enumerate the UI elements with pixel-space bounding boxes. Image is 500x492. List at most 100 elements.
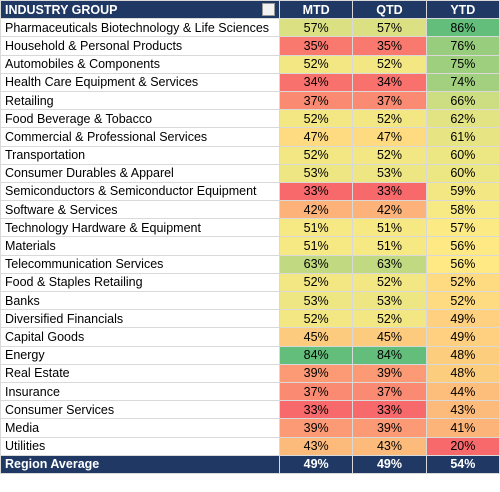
data-row: Health Care Equipment & Services 34% 34% 74… bbox=[0, 72, 500, 92]
value-cell: 42% bbox=[352, 200, 427, 220]
value-cell: 57% bbox=[352, 18, 427, 38]
value-cell: 66% bbox=[425, 90, 500, 111]
value-cell: 52% bbox=[352, 54, 427, 74]
value-cell: 45% bbox=[352, 327, 427, 347]
industry-name: Health Care Equipment & Services bbox=[0, 72, 280, 92]
value-cell: 33% bbox=[278, 181, 354, 202]
value-cell: 52% bbox=[352, 145, 427, 165]
industry-name: Utilities bbox=[0, 436, 280, 456]
value-cell: 56% bbox=[425, 236, 500, 256]
industry-name: Technology Hardware & Equipment bbox=[0, 218, 280, 238]
value-cell: 52% bbox=[425, 290, 500, 311]
value-cell: 42% bbox=[278, 200, 354, 220]
value-cell: 52% bbox=[278, 272, 354, 293]
value-cell: 39% bbox=[278, 363, 354, 383]
footer-row: Region Average 49% 49% 54% bbox=[0, 454, 500, 474]
value-cell: 43% bbox=[425, 400, 500, 420]
industry-name: Food & Staples Retailing bbox=[0, 272, 280, 293]
value-cell: 53% bbox=[352, 163, 427, 183]
data-row: Diversified Financials 52% 52% 49% bbox=[0, 309, 500, 329]
industry-name: Food Beverage & Tobacco bbox=[0, 109, 280, 129]
industry-name: Commercial & Professional Services bbox=[0, 127, 280, 147]
value-cell: 84% bbox=[278, 345, 354, 365]
data-row: Energy 84% 84% 48% bbox=[0, 345, 500, 365]
data-row: Consumer Services 33% 33% 43% bbox=[0, 400, 500, 420]
data-row: Banks 53% 53% 52% bbox=[0, 290, 500, 311]
industry-name: Transportation bbox=[0, 145, 280, 165]
value-cell: 86% bbox=[425, 18, 500, 38]
name-header: INDUSTRY GROUP bbox=[0, 0, 280, 20]
value-cell: 51% bbox=[352, 218, 427, 238]
value-cell: 49% bbox=[425, 327, 500, 347]
value-cell: 20% bbox=[425, 436, 500, 456]
value-cell: 63% bbox=[352, 254, 427, 274]
data-row: Technology Hardware & Equipment 51% 51% 57% bbox=[0, 218, 500, 238]
value-cell: 52% bbox=[352, 272, 427, 293]
industry-name: Real Estate bbox=[0, 363, 280, 383]
filter-button[interactable] bbox=[262, 3, 275, 16]
value-cell: 56% bbox=[425, 254, 500, 274]
value-cell: 45% bbox=[278, 327, 354, 347]
value-cell: 60% bbox=[425, 163, 500, 183]
data-row: Household & Personal Products 35% 35% 76% bbox=[0, 36, 500, 56]
industry-name: Capital Goods bbox=[0, 327, 280, 347]
value-cell: 35% bbox=[278, 36, 354, 56]
industry-name: Pharmaceuticals Biotechnology & Life Sci… bbox=[0, 18, 280, 38]
data-row: Pharmaceuticals Biotechnology & Life Sci… bbox=[0, 18, 500, 38]
value-cell: 34% bbox=[352, 72, 427, 92]
column-header: MTD bbox=[278, 0, 354, 20]
data-row: Automobiles & Components 52% 52% 75% bbox=[0, 54, 500, 74]
industry-name: Media bbox=[0, 418, 280, 438]
industry-table: INDUSTRY GROUP MTD QTD YTD Pharmaceuticals … bbox=[0, 0, 500, 474]
value-cell: 39% bbox=[352, 418, 427, 438]
industry-name: Semiconductors & Semiconductor Equipment bbox=[0, 181, 280, 202]
data-row: Retailing 37% 37% 66% bbox=[0, 90, 500, 111]
data-row: Telecommunication Services 63% 63% 56% bbox=[0, 254, 500, 274]
industry-name: Software & Services bbox=[0, 200, 280, 220]
data-row: Transportation 52% 52% 60% bbox=[0, 145, 500, 165]
data-row: Media 39% 39% 41% bbox=[0, 418, 500, 438]
value-cell: 49% bbox=[425, 309, 500, 329]
value-cell: 41% bbox=[425, 418, 500, 438]
value-cell: 52% bbox=[425, 272, 500, 293]
value-cell: 51% bbox=[278, 236, 354, 256]
value-cell: 60% bbox=[425, 145, 500, 165]
value-cell: 53% bbox=[278, 163, 354, 183]
data-row: Materials 51% 51% 56% bbox=[0, 236, 500, 256]
value-cell: 39% bbox=[352, 363, 427, 383]
value-cell: 53% bbox=[278, 290, 354, 311]
value-cell: 63% bbox=[278, 254, 354, 274]
data-row: Utilities 43% 43% 20% bbox=[0, 436, 500, 456]
industry-name: Telecommunication Services bbox=[0, 254, 280, 274]
value-cell: 52% bbox=[352, 309, 427, 329]
average-cell: 54% bbox=[425, 454, 500, 474]
industry-name: Diversified Financials bbox=[0, 309, 280, 329]
value-cell: 52% bbox=[278, 145, 354, 165]
data-row: Consumer Durables & Apparel 53% 53% 60% bbox=[0, 163, 500, 183]
value-cell: 39% bbox=[278, 418, 354, 438]
value-cell: 47% bbox=[278, 127, 354, 147]
industry-name: Energy bbox=[0, 345, 280, 365]
value-cell: 75% bbox=[425, 54, 500, 74]
data-row: Software & Services 42% 42% 58% bbox=[0, 200, 500, 220]
footer-label: Region Average bbox=[0, 454, 280, 474]
value-cell: 33% bbox=[352, 181, 427, 202]
value-cell: 37% bbox=[352, 381, 427, 402]
value-cell: 84% bbox=[352, 345, 427, 365]
value-cell: 43% bbox=[352, 436, 427, 456]
value-cell: 33% bbox=[352, 400, 427, 420]
industry-name: Automobiles & Components bbox=[0, 54, 280, 74]
value-cell: 52% bbox=[278, 109, 354, 129]
data-row: Semiconductors & Semiconductor Equipment… bbox=[0, 181, 500, 202]
value-cell: 35% bbox=[352, 36, 427, 56]
value-cell: 53% bbox=[352, 290, 427, 311]
value-cell: 48% bbox=[425, 363, 500, 383]
industry-name: Materials bbox=[0, 236, 280, 256]
industry-name: Household & Personal Products bbox=[0, 36, 280, 56]
industry-name: Consumer Services bbox=[0, 400, 280, 420]
data-row: Capital Goods 45% 45% 49% bbox=[0, 327, 500, 347]
value-cell: 74% bbox=[425, 72, 500, 92]
value-cell: 52% bbox=[278, 309, 354, 329]
value-cell: 76% bbox=[425, 36, 500, 56]
header-row: INDUSTRY GROUP MTD QTD YTD bbox=[0, 0, 500, 20]
